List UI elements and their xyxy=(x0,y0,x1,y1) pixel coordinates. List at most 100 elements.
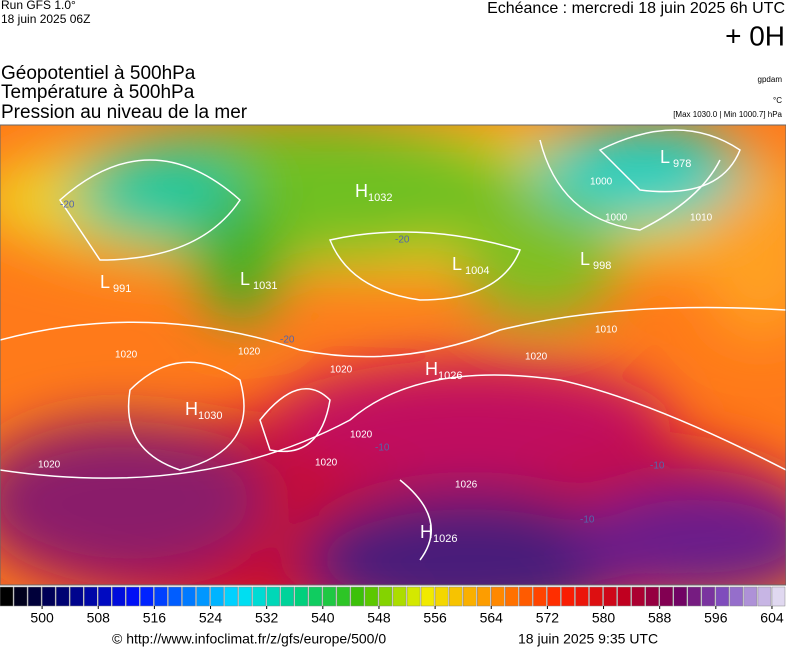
center-value: 1004 xyxy=(465,265,489,277)
colorbar-swatch xyxy=(561,586,575,607)
colorbar-swatch xyxy=(280,586,295,607)
colorbar-tick-label: 572 xyxy=(536,610,560,626)
isotherm-label: -10 xyxy=(580,515,595,526)
center-value: 1026 xyxy=(438,370,462,382)
map xyxy=(0,125,786,585)
isobar-label: 1000 xyxy=(605,213,628,224)
colorbar-swatch xyxy=(252,586,266,607)
lead-time: + 0H xyxy=(725,20,785,51)
colorbar-swatch xyxy=(182,586,196,607)
map-frame xyxy=(0,124,786,586)
colorbar-swatch xyxy=(83,586,98,607)
isotherm-label: -10 xyxy=(375,443,390,454)
colorbar-swatch xyxy=(631,586,645,607)
isobar-label: 1020 xyxy=(38,460,61,471)
colorbar-swatch xyxy=(673,586,688,607)
colorbar-swatch xyxy=(547,586,561,607)
colorbar-swatch xyxy=(140,586,154,607)
colorbar-swatch xyxy=(112,586,126,607)
colorbar-swatch xyxy=(224,586,238,607)
colorbar-swatch xyxy=(27,586,42,607)
colorbar-tick-label: 580 xyxy=(592,610,616,626)
colorbar-swatch xyxy=(659,586,673,607)
colorbar-swatch xyxy=(13,586,28,607)
center-value: 1030 xyxy=(198,410,222,422)
colorbar-swatch xyxy=(743,586,758,607)
colorbar-swatch xyxy=(406,586,421,607)
isotherm-label: -20 xyxy=(395,235,410,246)
colorbar-tick-label: 556 xyxy=(423,610,447,626)
colorbar-tick-label: 516 xyxy=(143,610,167,626)
colorbar-swatch xyxy=(350,586,365,607)
colorbar-tick-label: 532 xyxy=(255,610,279,626)
colorbar-swatch xyxy=(420,586,435,607)
center-value: 1031 xyxy=(253,280,277,292)
center-value: 1032 xyxy=(368,192,392,204)
colorbar-swatch xyxy=(462,586,477,607)
colorbar-swatch xyxy=(41,586,56,607)
colorbar-swatch xyxy=(294,586,309,607)
colorbar-swatch xyxy=(126,586,140,607)
center-letter: L xyxy=(660,147,670,167)
colorbar-swatch xyxy=(757,586,772,607)
colorbar-tick-label: 540 xyxy=(311,610,335,626)
colorbar-swatch xyxy=(336,586,351,607)
isobars xyxy=(0,129,786,561)
colorbar-swatch xyxy=(589,586,603,607)
colorbar-swatch xyxy=(69,586,84,607)
unit: [Max 1030.0 | Min 1000.7] hPa xyxy=(673,110,782,119)
colorbar-swatch xyxy=(55,586,70,607)
isobar-label: 1010 xyxy=(690,213,713,224)
isotherm-label: -20 xyxy=(60,200,75,211)
center-letter: L xyxy=(452,254,462,274)
colorbar-swatch xyxy=(505,586,519,607)
center-letter: L xyxy=(100,272,110,292)
unit: gpdam xyxy=(758,75,783,84)
colorbar-swatch xyxy=(729,586,744,607)
colorbar-swatch xyxy=(364,586,379,607)
colorbar-swatch xyxy=(519,586,533,607)
colorbar-swatch xyxy=(645,586,659,607)
center-letter: H xyxy=(355,181,368,201)
colorbar-swatch xyxy=(322,586,337,607)
isotherm-label: -10 xyxy=(650,461,665,472)
title-line: Géopotentiel à 500hPa xyxy=(1,63,196,84)
isobar-label: 1010 xyxy=(595,325,618,336)
colorbar-tick-label: 596 xyxy=(704,610,728,626)
center-letter: L xyxy=(580,249,590,269)
colorbar-swatch xyxy=(154,586,168,607)
colorbar-swatch xyxy=(266,586,280,607)
colorbar-swatch xyxy=(533,586,547,607)
center-letter: H xyxy=(425,359,438,379)
colorbar-swatch xyxy=(771,586,786,607)
colorbar-tick-label: 588 xyxy=(648,610,672,626)
colorbar-tick-label: 548 xyxy=(367,610,391,626)
colorbar-swatch xyxy=(196,586,210,607)
title-line: Pression au niveau de la mer xyxy=(1,102,248,123)
colorbar-swatch xyxy=(308,586,323,607)
colorbar-swatch xyxy=(687,586,702,607)
colorbar-swatch xyxy=(0,586,14,607)
colorbar-swatch xyxy=(575,586,589,607)
isobar-label: 1020 xyxy=(330,365,353,376)
colorbar-swatch xyxy=(168,586,182,607)
colorbar-tick-label: 604 xyxy=(760,610,784,626)
center-value: 978 xyxy=(673,158,691,170)
colorbar-swatch xyxy=(701,586,716,607)
timestamp: 18 juin 2025 9:35 UTC xyxy=(518,631,658,647)
colorbar-swatch xyxy=(715,586,730,607)
title-line: Température à 500hPa xyxy=(1,82,195,103)
unit: °C xyxy=(773,96,782,105)
colorbar-swatch xyxy=(392,586,407,607)
center-value: 991 xyxy=(113,283,131,295)
colorbar-swatch xyxy=(617,586,631,607)
center-letter: H xyxy=(420,522,433,542)
isobar-label: 1020 xyxy=(525,352,548,363)
colorbar-swatch xyxy=(98,586,112,607)
colorbar-swatch xyxy=(603,586,617,607)
source: © http://www.infoclimat.fr/z/gfs/europe/… xyxy=(112,631,386,647)
colorbar-tick-label: 564 xyxy=(480,610,504,626)
colorbar-swatch xyxy=(476,586,491,607)
